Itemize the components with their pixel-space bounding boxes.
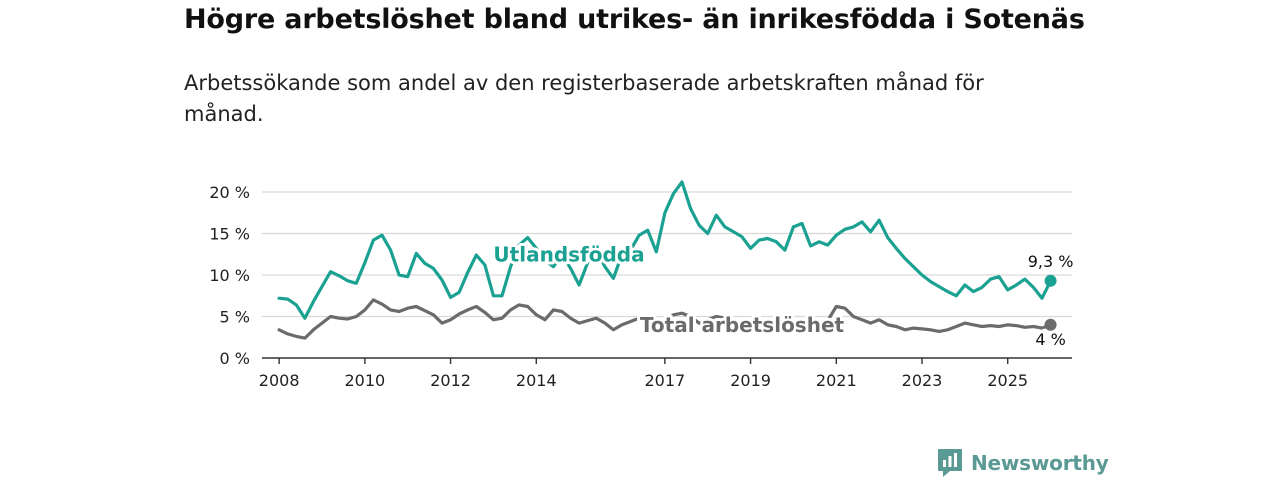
x-tick-label: 2014 [516,371,557,390]
series-label-total: Total arbetslöshet [640,313,845,337]
y-tick-label: 15 % [209,225,250,244]
x-tick-label: 2010 [344,371,385,390]
end-label-utlandsfodda: 9,3 % [1028,252,1074,271]
x-tick-label: 2021 [816,371,857,390]
brand-logo[interactable]: Newsworthy [937,448,1109,478]
end-point-utlandsfodda [1044,274,1057,287]
newsworthy-logo-icon [938,449,962,477]
chart-title: Högre arbetslöshet bland utrikes- än inr… [184,4,1085,35]
end-point-total [1044,318,1057,331]
chart-subtitle: Arbetssökande som andel av den registerb… [184,71,984,126]
x-tick-label: 2019 [730,371,771,390]
brand-name: Newsworthy [971,451,1109,475]
y-tick-label: 0 % [220,349,250,368]
x-tick-label: 2023 [902,371,943,390]
series-label-utlandsfodda: Utlandsfödda [493,242,644,266]
end-label-total: 4 % [1035,330,1065,349]
y-tick-label: 5 % [220,308,250,327]
series-line-utlandsfodda [277,180,1053,320]
x-tick-label: 2012 [430,371,471,390]
y-tick-label: 10 % [209,266,250,285]
series-line-total [277,298,1053,340]
x-tick-label: 2017 [644,371,685,390]
x-tick-label: 2025 [987,371,1028,390]
x-tick-label: 2008 [259,371,300,390]
y-tick-label: 20 % [209,183,250,202]
